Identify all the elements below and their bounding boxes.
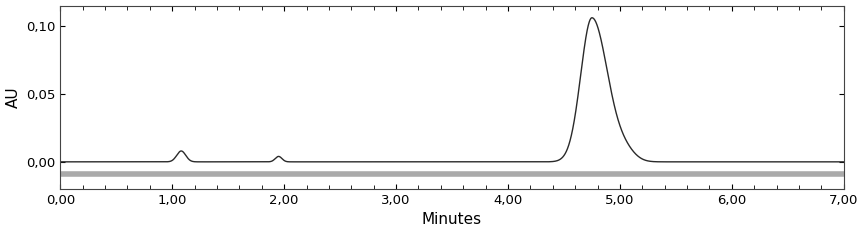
Y-axis label: AU: AU (5, 86, 21, 108)
X-axis label: Minutes: Minutes (422, 212, 482, 227)
